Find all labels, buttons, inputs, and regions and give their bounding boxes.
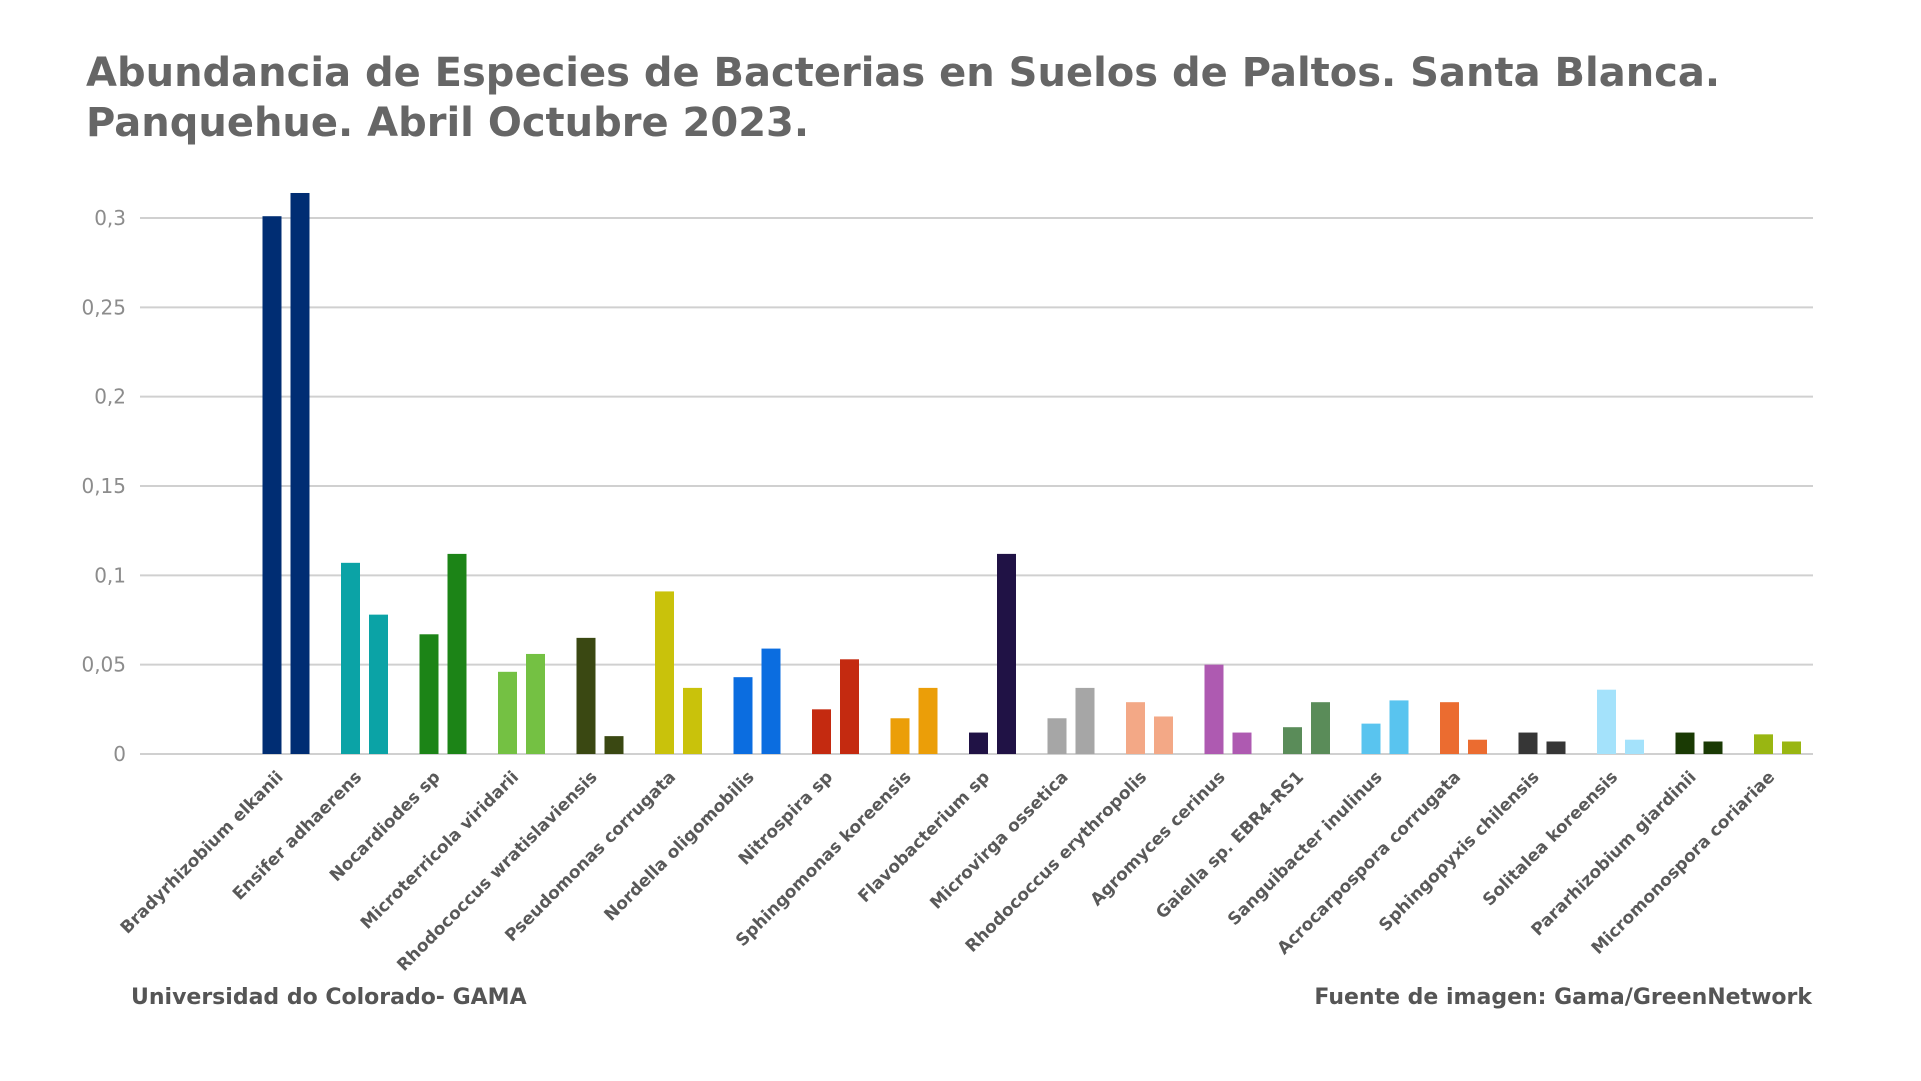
x-tick-label: Microterricola viridarii <box>357 767 523 933</box>
bar-series-2 <box>1703 741 1723 754</box>
bar-series-2 <box>1468 739 1487 754</box>
bar-series-1 <box>812 709 831 754</box>
bar-series-2 <box>683 687 702 754</box>
bar-series-2 <box>1154 716 1173 754</box>
x-tick-label: Flavobacterium sp <box>855 767 994 906</box>
bar-series-1 <box>576 637 596 754</box>
bar-series-1 <box>1283 727 1302 754</box>
bar-series-1 <box>1126 702 1145 754</box>
bar-series-1 <box>1361 723 1381 754</box>
bar-series-2 <box>997 553 1016 754</box>
y-tick-label: 0,25 <box>81 295 126 319</box>
x-tick-label: Pararhizobium giardinii <box>1528 767 1701 940</box>
y-tick-label: 0 <box>113 742 126 766</box>
bar-series-1 <box>1204 664 1224 754</box>
bar-series-1 <box>498 671 517 754</box>
x-tick-label: Ensifer adhaerens <box>229 767 366 904</box>
bar-series-1 <box>1597 689 1616 754</box>
bar-series-1 <box>419 634 439 754</box>
bar-series-1 <box>1754 734 1773 754</box>
bar-series-2 <box>840 659 859 754</box>
x-tick-label: Nordella oligomobilis <box>601 767 759 925</box>
gridlines <box>140 217 1813 755</box>
bar-series-1 <box>655 591 674 754</box>
x-tick-label: Bradyrhizobium elkanii <box>117 767 288 938</box>
bar-series-1 <box>1518 732 1538 754</box>
bar-series-1 <box>1440 702 1459 754</box>
footer-source-right: Fuente de imagen: Gama/GreenNetwork <box>1314 985 1812 1010</box>
bar-series-2 <box>1075 687 1095 754</box>
bar-series-2 <box>1389 700 1409 754</box>
y-tick-label: 0,15 <box>81 474 126 498</box>
bar-series-2 <box>526 653 545 754</box>
bar-series-2 <box>1232 732 1252 754</box>
chart-title-line-2: Panquehue. Abril Octubre 2023. <box>86 100 810 146</box>
bar-series-1 <box>733 677 753 754</box>
bar-series-1 <box>1675 732 1695 754</box>
bar-series-2 <box>918 687 938 754</box>
bar-series-2 <box>604 736 624 754</box>
bar-series-1 <box>890 718 910 754</box>
y-tick-label: 0,2 <box>94 385 126 409</box>
x-tick-label: Pseudomonas corrugata <box>501 767 680 946</box>
y-tick-label: 0,3 <box>94 206 126 230</box>
footer-source-left: Universidad do Colorado- GAMA <box>131 985 527 1010</box>
bar-series-1 <box>1047 718 1067 754</box>
bar-series-2 <box>1625 739 1644 754</box>
bar-series-2 <box>290 192 310 754</box>
x-tick-label: Solitalea koreensis <box>1479 767 1622 910</box>
bar-series-2 <box>761 648 781 754</box>
bar-series-1 <box>969 732 988 754</box>
bar-series-1 <box>341 562 360 754</box>
x-tick-label: Microvirga ossetica <box>926 767 1072 913</box>
chart-title-line-1: Abundancia de Especies de Bacterias en S… <box>86 50 1721 96</box>
x-tick-label: Gaiella sp. EBR4-RS1 <box>1152 767 1308 923</box>
y-tick-label: 0,05 <box>81 653 126 677</box>
chart-title: Abundancia de Especies de Bacterias en S… <box>86 48 1786 148</box>
y-axis-ticks: 0 0,05 0,1 0,15 0,2 0,25 0,3 <box>81 206 126 766</box>
y-tick-label: 0,1 <box>94 563 126 587</box>
bars <box>262 192 1801 755</box>
x-tick-label: Sphingopyxis chilensis <box>1375 767 1543 935</box>
bar-series-1 <box>262 216 282 755</box>
x-tick-label: Sanguibacter inulinus <box>1224 767 1386 929</box>
bar-series-2 <box>447 553 467 754</box>
x-tick-label: Agromyces cerinus <box>1087 767 1230 910</box>
bar-series-2 <box>369 614 388 754</box>
bar-series-2 <box>1311 702 1330 754</box>
bar-series-2 <box>1782 741 1801 754</box>
bar-series-2 <box>1546 741 1566 754</box>
